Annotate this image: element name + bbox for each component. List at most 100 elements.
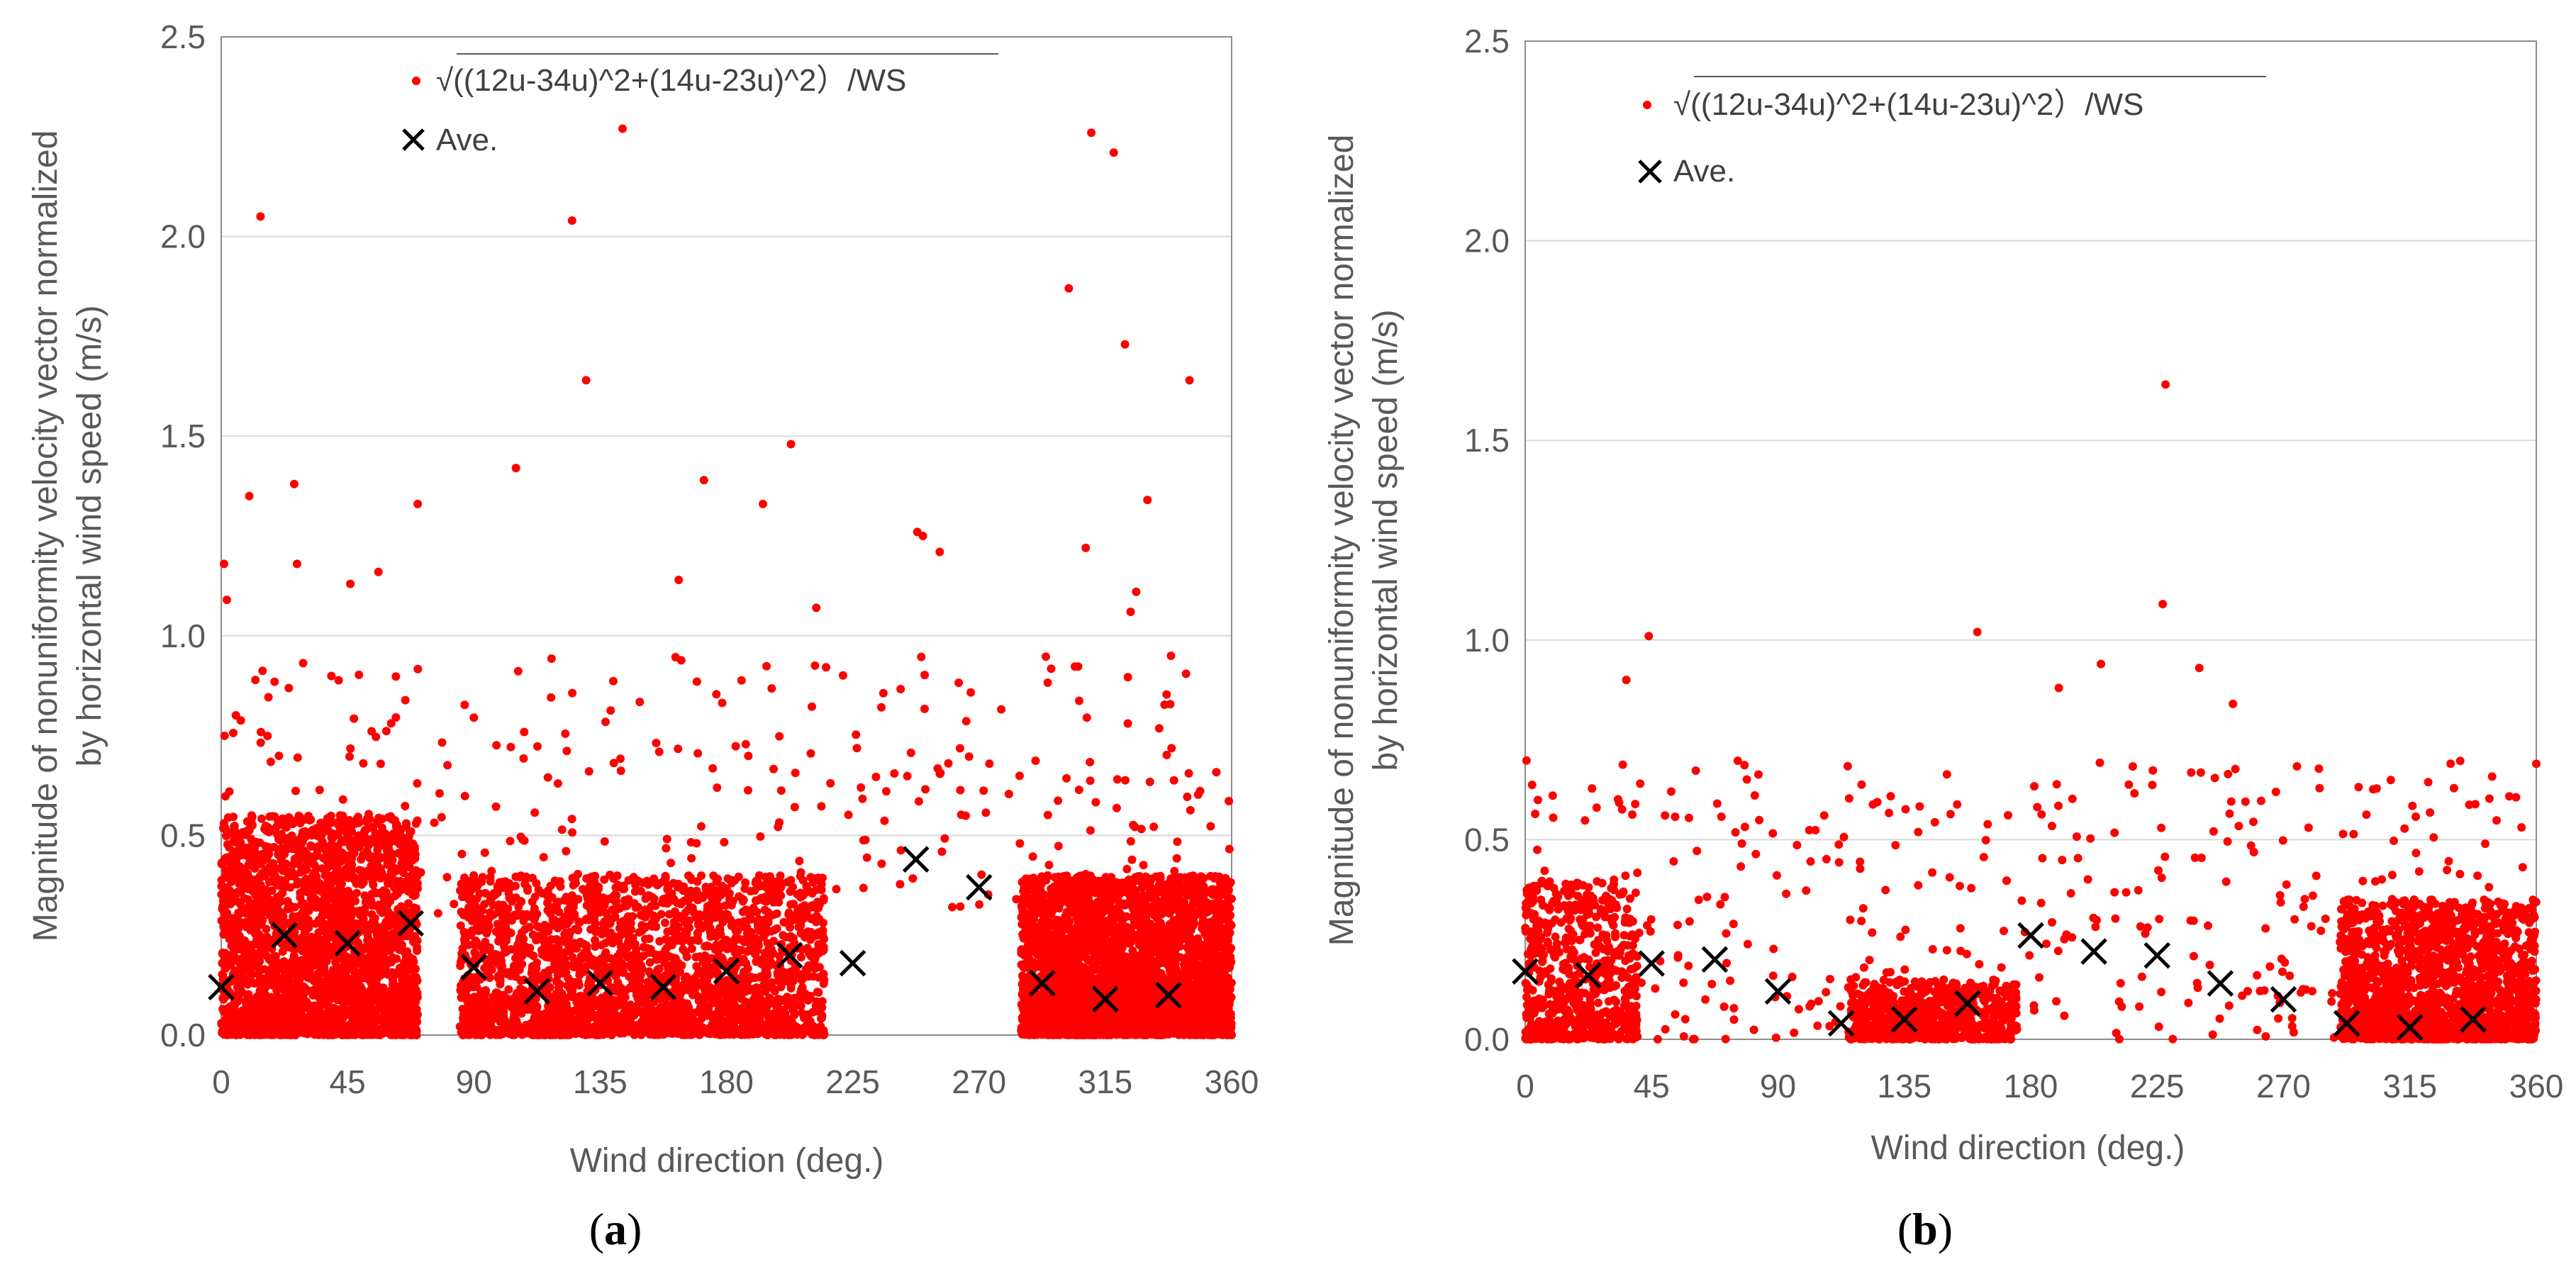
panel-a-point <box>481 985 490 995</box>
panel-a-point <box>276 1005 285 1014</box>
panel-a-point <box>318 949 328 958</box>
panel-a-point <box>498 961 506 971</box>
panel-a-point <box>282 1027 291 1036</box>
panel-a-point <box>629 873 638 882</box>
panel-a-point <box>398 946 407 955</box>
panel-a-point <box>596 1004 606 1013</box>
panel-a-point <box>252 963 262 972</box>
panel-a-point <box>322 870 331 879</box>
panel-a-point <box>367 890 377 899</box>
panel-a-point <box>641 934 649 944</box>
panel-a-point <box>647 922 657 931</box>
panel-a-point <box>218 993 228 1002</box>
panel-a-point <box>273 1024 282 1034</box>
panel-a-point <box>389 980 398 989</box>
panel-a-point <box>796 904 805 913</box>
panel-a-point <box>294 859 303 868</box>
panel-a-point <box>268 953 277 962</box>
panel-a-point <box>246 971 255 980</box>
panel-a-point <box>685 923 694 932</box>
panel-a-point <box>288 868 297 877</box>
panel-a-point <box>750 886 759 895</box>
panel-a-point <box>693 877 702 886</box>
panel-a-point <box>470 948 479 956</box>
panel-a: 0.00.51.01.52.02.5 0 45 90 135 180 225 270 315 3… <box>27 18 1259 1254</box>
panel-a-point <box>389 1010 398 1019</box>
panel-a-point <box>223 840 232 849</box>
panel-a-point <box>363 930 372 939</box>
panel-a-point <box>389 837 398 846</box>
panel-a-point <box>751 934 760 943</box>
panel-a-point <box>328 989 337 998</box>
panel-a-point <box>347 954 356 963</box>
panel-a-point <box>229 812 238 822</box>
panel-a-point <box>543 939 552 949</box>
panel-a-point <box>298 837 307 846</box>
panel-a-point <box>294 850 303 859</box>
panel-a-point <box>345 985 354 994</box>
panel-a-point <box>684 871 693 881</box>
panel-a-point <box>295 815 304 824</box>
panel-a-point <box>319 900 328 909</box>
panel-a-point <box>298 946 307 956</box>
panel-a-point <box>406 1028 415 1037</box>
panel-a-point <box>593 1029 602 1039</box>
panel-a-point <box>409 967 418 976</box>
panel-a-point <box>310 871 319 881</box>
panel-a-point <box>293 1017 302 1027</box>
panel-a-point <box>493 950 502 959</box>
panel-a-point <box>608 936 618 945</box>
panel-a-point <box>386 956 396 966</box>
panel-a-point <box>591 996 601 1005</box>
panel-a-point <box>235 898 244 907</box>
panel-a-point <box>620 1008 629 1017</box>
panel-a-point <box>780 995 789 1004</box>
panel-a-point <box>645 958 654 967</box>
panel-a-point <box>219 930 228 939</box>
panel-a-point <box>694 996 703 1005</box>
panel-a-point <box>338 976 347 985</box>
panel-a-point <box>256 888 265 897</box>
panel-a-points <box>217 124 1236 1039</box>
panel-a-point <box>532 879 541 888</box>
panel-a-point <box>396 902 406 911</box>
panel-a-point <box>669 895 679 904</box>
panel-a-point <box>264 902 272 912</box>
panel-a-point <box>245 962 254 971</box>
panel-a-point <box>525 912 534 921</box>
panel-a-point <box>357 990 366 1000</box>
panel-a-point <box>364 971 372 980</box>
panel-a-point <box>661 935 670 944</box>
panel-a-point <box>552 906 562 915</box>
panel-a-point <box>568 986 577 995</box>
panel-a-point <box>259 974 268 983</box>
panel-a-point <box>370 943 379 952</box>
panel-a-point <box>311 961 320 970</box>
panel-a-point <box>675 968 684 977</box>
panel-a-point <box>296 916 306 925</box>
panel-a-point <box>413 946 422 956</box>
panel-a-point <box>311 919 320 928</box>
panel-a-point <box>228 921 237 930</box>
panel-a-point <box>279 834 288 844</box>
panel-a-point <box>347 860 357 869</box>
panel-a-point <box>260 965 269 974</box>
panel-a-point <box>240 830 250 839</box>
panel-a-point <box>376 831 385 840</box>
panel-a-point <box>487 965 496 974</box>
panel-a-point <box>367 822 377 832</box>
panel-a-point <box>759 973 769 982</box>
panel-a-point <box>274 982 284 991</box>
panel-a-point <box>462 891 472 900</box>
panel-a-point <box>252 1013 262 1022</box>
panel-a-point <box>752 907 762 917</box>
panel-a-point <box>286 904 295 913</box>
panel-a-point <box>617 958 626 968</box>
panel-a-point <box>267 993 276 1002</box>
panel-a-point <box>648 1005 657 1014</box>
panel-a-point <box>479 926 488 935</box>
panel-a-point <box>250 857 260 866</box>
panel-a-point <box>472 902 481 912</box>
panel-a-point <box>254 921 263 930</box>
panel-a-point <box>322 1029 331 1039</box>
